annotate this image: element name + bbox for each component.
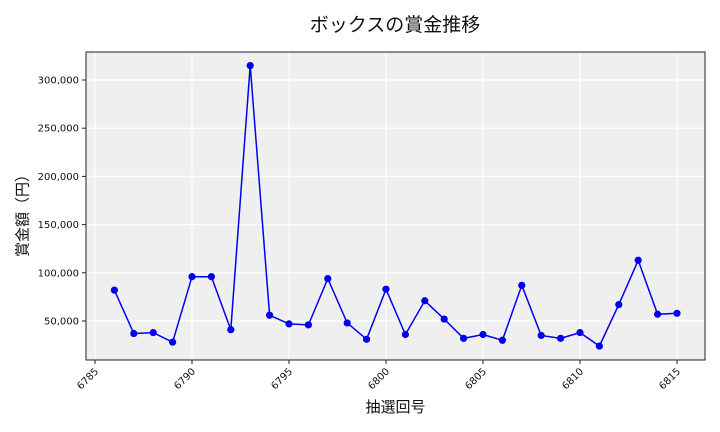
data-point — [188, 273, 196, 281]
y-tick-label: 150,000 — [38, 220, 79, 231]
y-tick-label: 300,000 — [38, 76, 79, 87]
chart-title: ボックスの賞金推移 — [309, 14, 481, 36]
data-point — [421, 297, 429, 305]
data-point — [169, 338, 177, 346]
data-point — [363, 335, 371, 343]
data-point — [149, 328, 157, 337]
data-point — [285, 320, 293, 328]
data-point — [130, 329, 138, 338]
plot-area — [86, 52, 705, 360]
data-point — [110, 286, 118, 294]
data-point — [615, 301, 623, 309]
data-point — [479, 330, 487, 339]
data-point — [518, 281, 526, 289]
data-point — [673, 309, 681, 317]
data-point — [634, 256, 642, 264]
x-tick-label: 6790 — [172, 366, 198, 392]
x-tick-label: 6815 — [657, 366, 683, 392]
data-point — [266, 311, 274, 319]
x-tick-label: 6785 — [75, 366, 101, 392]
y-tick-label: 100,000 — [38, 268, 79, 279]
x-tick-label: 6810 — [560, 366, 586, 392]
x-tick-label: 6795 — [269, 366, 295, 392]
data-point — [343, 319, 351, 327]
y-axis-label: 賞金額（円） — [13, 166, 32, 258]
plot-frame — [85, 51, 706, 361]
data-point — [324, 274, 332, 283]
data-point — [460, 334, 468, 342]
data-point — [537, 331, 545, 340]
data-point — [595, 342, 604, 350]
x-tick-label: 6805 — [463, 366, 489, 392]
x-axis-label: 抽選回号 — [365, 398, 426, 416]
data-point — [498, 336, 506, 344]
data-point — [304, 321, 312, 329]
data-point — [557, 334, 565, 342]
data-point — [227, 326, 235, 334]
data-point — [382, 285, 390, 293]
data-point — [440, 315, 448, 323]
data-point — [207, 273, 215, 281]
data-point — [654, 310, 662, 318]
data-point — [246, 61, 254, 70]
y-tick-label: 250,000 — [38, 124, 79, 135]
y-tick-label: 50,000 — [44, 317, 79, 328]
y-tick-label: 200,000 — [38, 172, 79, 183]
data-point — [576, 328, 584, 337]
x-tick-label: 6800 — [366, 366, 392, 392]
data-point — [401, 330, 409, 339]
